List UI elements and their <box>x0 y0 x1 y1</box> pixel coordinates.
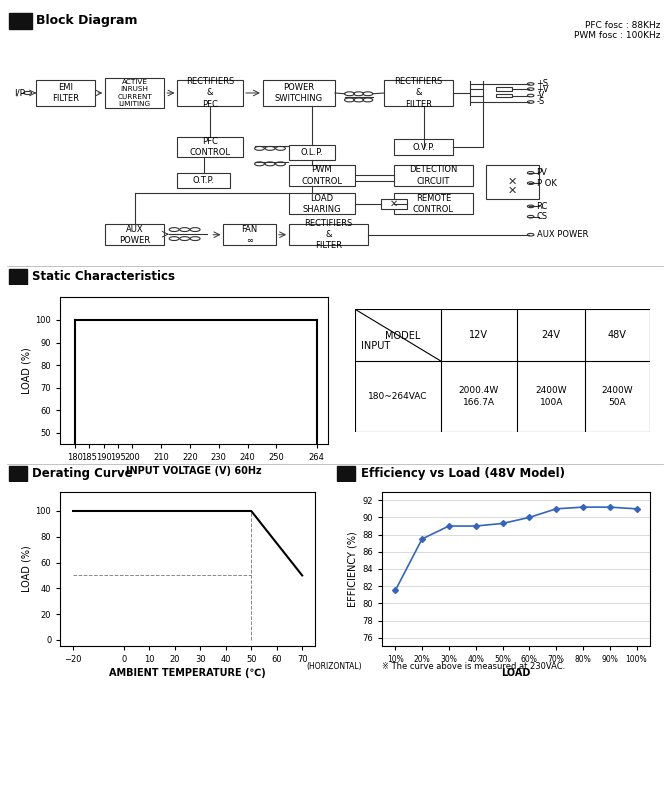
Text: P OK: P OK <box>537 178 557 188</box>
Text: REMOTE
CONTROL: REMOTE CONTROL <box>413 193 454 214</box>
Bar <box>394 193 473 214</box>
Bar <box>384 80 453 105</box>
Bar <box>381 199 407 209</box>
Text: 12V: 12V <box>470 330 488 340</box>
Text: INPUT: INPUT <box>361 341 390 351</box>
Bar <box>289 224 368 245</box>
Bar <box>289 165 354 186</box>
Text: -V: -V <box>537 91 545 100</box>
Text: -S: -S <box>537 98 545 106</box>
Bar <box>263 80 335 105</box>
Bar <box>289 193 354 214</box>
Text: ※ The curve above is measured at 230VAC.: ※ The curve above is measured at 230VAC. <box>382 662 565 671</box>
Y-axis label: LOAD (%): LOAD (%) <box>21 347 31 394</box>
Text: 2400W
100A: 2400W 100A <box>535 386 567 407</box>
Text: (HORIZONTAL): (HORIZONTAL) <box>306 661 362 671</box>
Text: EMI
FILTER: EMI FILTER <box>52 83 79 103</box>
Text: 24V: 24V <box>541 330 561 340</box>
Text: Static Characteristics: Static Characteristics <box>31 270 175 283</box>
Text: POWER
SWITCHING: POWER SWITCHING <box>275 83 323 103</box>
Bar <box>9 13 31 29</box>
Bar <box>178 80 243 105</box>
Bar <box>496 94 513 98</box>
Text: RECTIFIERS
&
PFC: RECTIFIERS & PFC <box>186 78 234 109</box>
Text: 2000.4W
166.7A: 2000.4W 166.7A <box>459 386 499 407</box>
Text: O.L.P.: O.L.P. <box>301 147 324 157</box>
Y-axis label: LOAD (%): LOAD (%) <box>21 546 31 592</box>
Text: MODEL: MODEL <box>385 331 420 341</box>
Bar <box>394 165 473 186</box>
X-axis label: LOAD: LOAD <box>501 668 531 679</box>
Text: I/P: I/P <box>15 89 25 98</box>
Text: ✕: ✕ <box>390 199 398 209</box>
Text: +V: +V <box>537 85 549 94</box>
Y-axis label: EFFICIENCY (%): EFFICIENCY (%) <box>348 531 358 607</box>
Bar <box>223 224 276 245</box>
Text: 2400W
50A: 2400W 50A <box>602 386 633 407</box>
Bar <box>486 165 539 199</box>
Text: ✕: ✕ <box>508 177 517 187</box>
X-axis label: INPUT VOLTAGE (V) 60Hz: INPUT VOLTAGE (V) 60Hz <box>127 466 262 477</box>
Text: ✕: ✕ <box>508 186 517 196</box>
Bar <box>289 144 335 160</box>
Text: Derating Curve: Derating Curve <box>31 466 132 480</box>
Bar <box>496 87 513 91</box>
Text: 48V: 48V <box>608 330 627 340</box>
Text: RECTIFIERS
&
FILTER: RECTIFIERS & FILTER <box>304 219 352 251</box>
Text: LOAD
SHARING: LOAD SHARING <box>303 193 341 214</box>
Text: PFC fosc : 88KHz
PWM fosc : 100KHz: PFC fosc : 88KHz PWM fosc : 100KHz <box>574 21 660 40</box>
Bar <box>394 140 453 155</box>
Text: AUX POWER: AUX POWER <box>537 230 588 239</box>
Bar <box>36 80 95 105</box>
Text: Efficiency vs Load (48V Model): Efficiency vs Load (48V Model) <box>361 466 565 480</box>
Text: Block Diagram: Block Diagram <box>36 14 138 27</box>
Text: AUX
POWER: AUX POWER <box>119 224 150 245</box>
Text: O.V.P.: O.V.P. <box>412 143 435 151</box>
Bar <box>105 224 164 245</box>
X-axis label: AMBIENT TEMPERATURE (℃): AMBIENT TEMPERATURE (℃) <box>109 668 266 679</box>
Text: PWM
CONTROL: PWM CONTROL <box>302 166 342 186</box>
Text: CS: CS <box>537 213 547 221</box>
Text: +S: +S <box>537 79 549 89</box>
Text: O.T.P.: O.T.P. <box>193 176 214 185</box>
Bar <box>9 465 27 481</box>
Text: DETECTION
CIRCUIT: DETECTION CIRCUIT <box>409 166 458 186</box>
Bar <box>105 78 164 109</box>
Text: PFC
CONTROL: PFC CONTROL <box>190 137 230 157</box>
Text: FAN
∞: FAN ∞ <box>241 224 258 245</box>
Bar <box>178 136 243 157</box>
Text: RECTIFIERS
&
FILTER: RECTIFIERS & FILTER <box>395 78 443 109</box>
Bar <box>337 465 355 481</box>
Text: RC: RC <box>537 202 548 211</box>
Text: PV: PV <box>537 168 547 178</box>
Bar <box>9 269 27 285</box>
Text: ACTIVE
INRUSH
CURRENT
LIMITING: ACTIVE INRUSH CURRENT LIMITING <box>117 79 152 107</box>
Text: 180~264VAC: 180~264VAC <box>368 392 427 401</box>
Bar <box>178 173 230 188</box>
